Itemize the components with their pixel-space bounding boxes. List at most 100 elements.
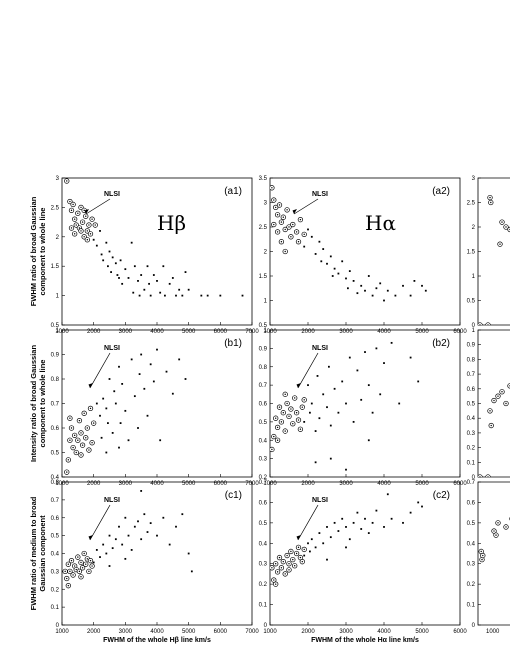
data-point xyxy=(159,291,162,294)
data-point xyxy=(92,238,95,241)
data-point xyxy=(108,378,111,380)
panel-label: (b1) xyxy=(224,338,242,349)
data-point xyxy=(95,402,98,405)
y-tick-label: 0.7 xyxy=(259,480,268,486)
data-point xyxy=(184,271,187,273)
y-tick-label: 0.2 xyxy=(51,587,60,593)
y-tick-label: 0 xyxy=(472,323,476,329)
data-point-circle-center xyxy=(280,241,283,243)
data-point-circle-center xyxy=(282,560,284,563)
data-point xyxy=(149,363,152,366)
x-tick-label: 5000 xyxy=(415,329,429,335)
data-point-circle-center xyxy=(282,411,284,414)
y-tick-label: 0 xyxy=(56,623,60,629)
data-point xyxy=(303,245,306,248)
data-point xyxy=(168,282,171,285)
y-tick-label: 0.8 xyxy=(51,480,60,486)
y-tick-label: 2 xyxy=(472,225,476,231)
nlsi-arrow xyxy=(293,198,319,215)
data-point xyxy=(92,561,95,564)
data-point xyxy=(114,262,117,265)
data-point-circle-center xyxy=(303,399,305,401)
data-point-circle-center xyxy=(288,226,290,228)
data-point xyxy=(318,240,321,243)
y-axis-label: Intensity ratio of broad Gaussian xyxy=(29,345,38,463)
y-tick-label: 0.3 xyxy=(467,562,476,568)
data-point xyxy=(383,362,385,364)
data-point xyxy=(303,554,306,557)
data-point xyxy=(178,288,181,291)
data-point xyxy=(371,521,374,524)
data-point-circle-center xyxy=(275,206,277,209)
data-point-circle-center xyxy=(286,209,288,211)
x-tick-label: 4000 xyxy=(150,481,164,487)
y-tick-label: 0.2 xyxy=(259,582,268,588)
y-tick-label: 1 xyxy=(472,328,476,334)
data-point-circle-center xyxy=(88,224,90,226)
data-point-circle-center xyxy=(86,427,89,429)
y-tick-label: 0.4 xyxy=(51,475,60,481)
data-point-circle-center xyxy=(275,563,277,565)
data-point xyxy=(421,284,423,287)
x-tick-label: 3000 xyxy=(119,629,133,635)
data-point xyxy=(333,267,336,270)
data-point xyxy=(130,358,133,361)
y-tick-label: 0.1 xyxy=(51,605,60,611)
nlsi-arrow xyxy=(297,504,319,541)
data-point-circle-center xyxy=(275,417,277,419)
y-axis-label: FWHM ratio of medium to broad xyxy=(29,496,38,610)
panel-label: (a1) xyxy=(224,186,242,197)
data-point-circle-center xyxy=(490,201,492,204)
x-tick-label: 4000 xyxy=(377,629,391,635)
y-tick-label: 0.3 xyxy=(259,457,268,463)
data-point-circle-center xyxy=(499,243,501,245)
data-point-circle-center xyxy=(75,451,77,454)
x-tick-label: 2000 xyxy=(87,629,101,635)
y-tick-label: 0 xyxy=(472,475,476,481)
data-point-circle-center xyxy=(284,393,286,396)
x-tick-label: 1000 xyxy=(263,629,277,635)
data-point xyxy=(127,534,130,537)
data-point-circle-center xyxy=(70,427,73,429)
data-point xyxy=(383,299,385,302)
data-point-circle-center xyxy=(83,236,85,238)
panel-c2: 0 0.1 0.2 0.3 0.4 0.5 0.6 0.7 1000 2000 3000 4000 50… xyxy=(259,480,468,644)
nlsi-annotation: NLSI xyxy=(312,497,328,504)
data-point xyxy=(326,406,328,409)
data-point-circle-center xyxy=(81,567,84,569)
data-point xyxy=(200,294,203,297)
data-point-circle xyxy=(485,322,491,325)
y-tick-label: 1 xyxy=(264,299,268,305)
data-point-circle-center xyxy=(487,476,489,477)
data-point xyxy=(138,373,141,375)
y-tick-label: 0.5 xyxy=(467,402,476,408)
points-group xyxy=(64,348,187,475)
data-point xyxy=(118,277,120,279)
points-group xyxy=(478,194,510,325)
x-tick-label: 6000 xyxy=(214,629,228,635)
data-point xyxy=(130,549,133,551)
data-point-circle-center xyxy=(89,407,92,410)
y-tick-label: 1 xyxy=(472,274,476,280)
panel-label: (b2) xyxy=(432,338,450,349)
data-point xyxy=(364,351,366,353)
data-point xyxy=(329,255,332,258)
data-point xyxy=(314,546,317,549)
panel-c1: 0 0.1 0.2 0.3 0.4 0.5 0.6 0.7 0.8 1000 2000 3000 400… xyxy=(29,480,259,644)
y-tick-label: 0.6 xyxy=(51,426,60,432)
y-tick-label: 2 xyxy=(56,235,60,241)
data-point xyxy=(175,294,177,297)
data-point xyxy=(152,380,155,383)
data-point-circle-center xyxy=(83,209,85,212)
y-tick-label: 3 xyxy=(56,176,60,182)
data-point xyxy=(190,570,193,573)
data-point-circle-center xyxy=(73,565,76,567)
y-tick-label: 2.5 xyxy=(51,205,60,211)
data-point xyxy=(333,521,336,524)
y-tick-label: 0.8 xyxy=(467,357,476,363)
data-point xyxy=(309,411,311,414)
data-point xyxy=(322,542,325,545)
data-point xyxy=(310,402,313,405)
data-point xyxy=(329,424,332,427)
